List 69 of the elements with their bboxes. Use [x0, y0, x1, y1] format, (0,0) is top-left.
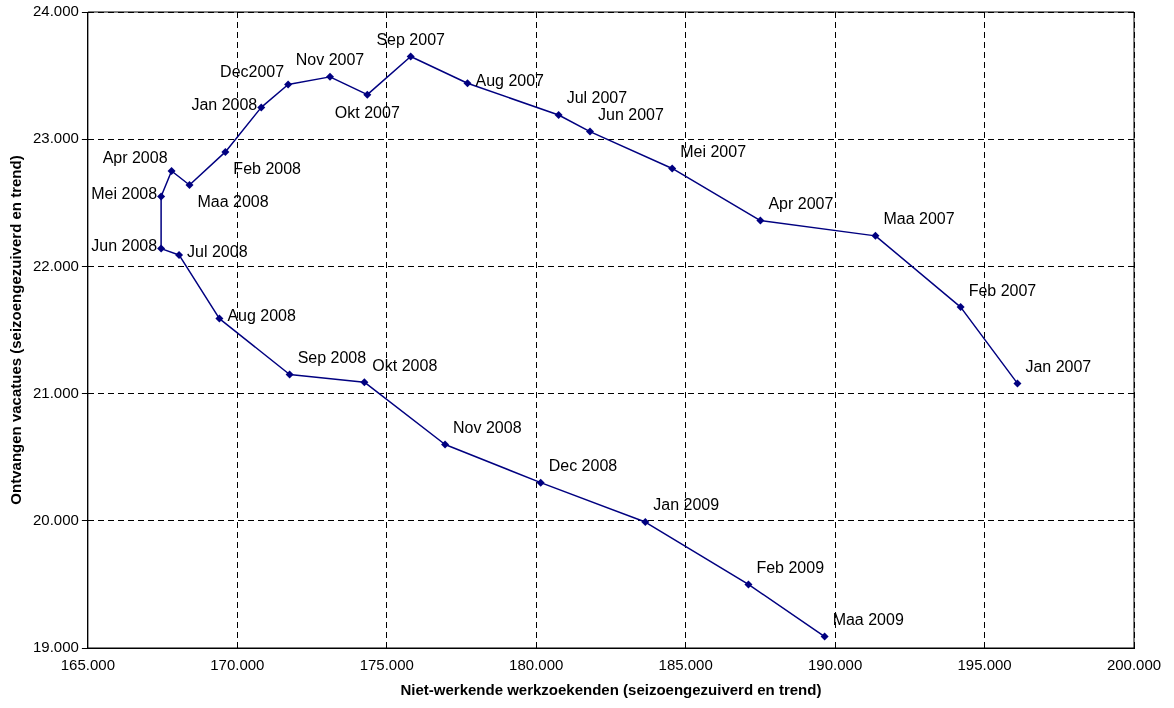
- point: [1013, 379, 1022, 388]
- point: [257, 103, 266, 112]
- x-tick-label: 175.000: [359, 656, 414, 674]
- point: [668, 164, 677, 173]
- annotation: Feb 2009: [756, 558, 825, 576]
- point: [956, 303, 965, 312]
- annotation: Nov 2008: [453, 418, 522, 436]
- point: [215, 314, 224, 323]
- annotation: Maa 2009: [832, 610, 904, 628]
- y-axis-title: Ontvangen vacatues (seizoengezuiverd en trend): [7, 155, 25, 505]
- annotation: Dec 2008: [548, 457, 618, 475]
- y-tick-label: 20.000: [32, 510, 79, 528]
- annotation: Feb 2007: [968, 281, 1037, 299]
- y-tick-label: 19.000: [32, 638, 79, 656]
- point: [441, 440, 450, 449]
- point: [871, 231, 880, 240]
- annotation: Jan 2008: [191, 95, 258, 113]
- point: [463, 79, 472, 88]
- point: [363, 90, 372, 99]
- annotation: Jan 2009: [653, 496, 720, 514]
- annotation: Mei 2008: [91, 184, 158, 202]
- point: [820, 632, 829, 641]
- annotation: Apr 2007: [768, 195, 834, 213]
- annotation: Sep 2008: [297, 348, 367, 366]
- annotation: Okt 2007: [334, 104, 400, 122]
- annotation: Apr 2008: [102, 149, 168, 167]
- x-axis-title: Niet-werkende werkzoekenden (seizoengezuiverd en trend): [400, 681, 822, 699]
- annotation: Sep 2007: [376, 30, 446, 48]
- point: [536, 478, 545, 487]
- x-tick-label: 200.000: [1106, 656, 1162, 674]
- point: [586, 127, 595, 136]
- annotation: Nov 2007: [295, 51, 365, 69]
- x-tick-label: 170.000: [210, 656, 265, 674]
- annotation: Jul 2008: [187, 243, 248, 261]
- point: [744, 580, 753, 589]
- annotation: Jul 2007: [566, 89, 628, 107]
- point: [406, 52, 415, 61]
- point: [554, 111, 563, 120]
- x-tick-label: 185.000: [658, 656, 713, 674]
- point: [221, 147, 230, 156]
- point: [185, 180, 194, 189]
- point: [325, 72, 334, 81]
- point: [157, 244, 166, 253]
- x-tick-label: 165.000: [60, 656, 115, 674]
- annotation: Maa 2007: [883, 210, 955, 228]
- x-tick-label: 180.000: [509, 656, 564, 674]
- point: [157, 192, 166, 201]
- annotation: Aug 2008: [227, 306, 296, 324]
- x-tick-label: 195.000: [957, 656, 1012, 674]
- point: [360, 378, 369, 387]
- x-tick-label: 190.000: [807, 656, 863, 674]
- annotation: Dec2007: [220, 62, 285, 80]
- annotation: Maa 2008: [197, 193, 269, 211]
- annotation: Feb 2008: [233, 160, 302, 178]
- point: [175, 250, 184, 259]
- annotation: Aug 2007: [475, 71, 545, 89]
- point: [167, 167, 176, 175]
- y-tick-label: 24.000: [32, 2, 79, 20]
- point: [284, 80, 293, 89]
- point: [756, 216, 765, 225]
- y-tick-label: 23.000: [32, 129, 79, 147]
- y-tick-label: 21.000: [32, 383, 79, 401]
- annotation: Jan 2007: [1025, 357, 1092, 375]
- annotation: Jun 2008: [91, 237, 158, 254]
- annotation: Jun 2007: [598, 105, 664, 123]
- annotation: Mei 2007: [680, 142, 747, 160]
- point: [285, 370, 294, 379]
- y-tick-label: 22.000: [32, 256, 79, 274]
- point: [641, 518, 650, 527]
